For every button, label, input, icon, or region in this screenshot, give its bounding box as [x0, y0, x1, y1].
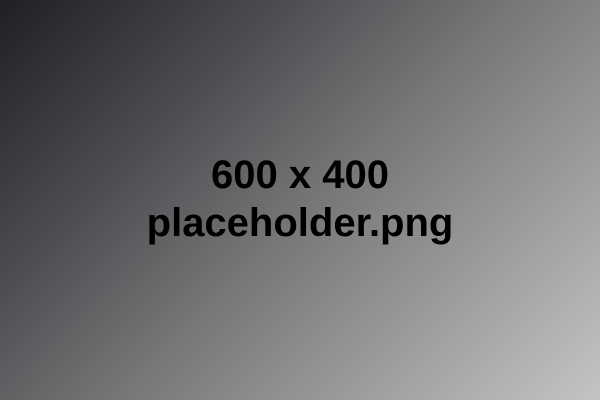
filename-label: placeholder.png — [146, 201, 454, 245]
dimensions-label: 600 x 400 — [211, 153, 389, 197]
placeholder-caption: 600 x 400 placeholder.png — [0, 151, 600, 247]
